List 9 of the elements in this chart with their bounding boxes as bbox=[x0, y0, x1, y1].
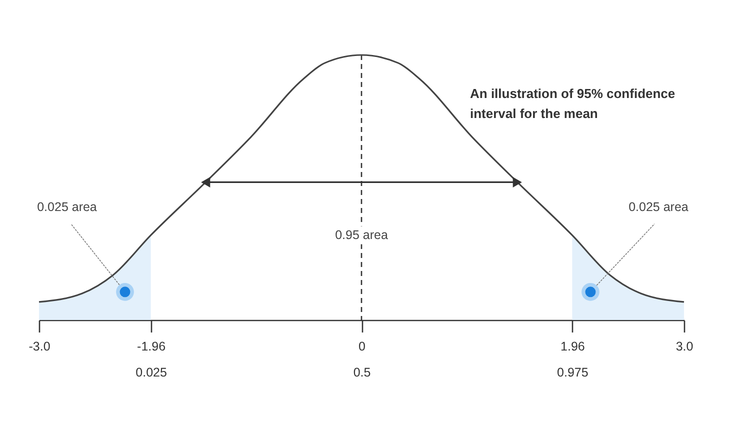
x-tick-label: 0 0.5 bbox=[353, 340, 371, 380]
annotation: 0.025 area bbox=[37, 200, 97, 214]
x-tick-label: 3.0 bbox=[676, 340, 694, 354]
x-tick-label: -1.96 0.025 bbox=[136, 340, 167, 380]
x-tick-label: -3.0 bbox=[28, 340, 50, 354]
annotation: 0.025 area bbox=[628, 200, 688, 214]
x-tick-label: 1.96 0.975 bbox=[557, 340, 588, 380]
annotation: 0.95 area bbox=[335, 228, 388, 242]
text: An illustration of 95% confidence interval for the mean bbox=[470, 86, 676, 121]
